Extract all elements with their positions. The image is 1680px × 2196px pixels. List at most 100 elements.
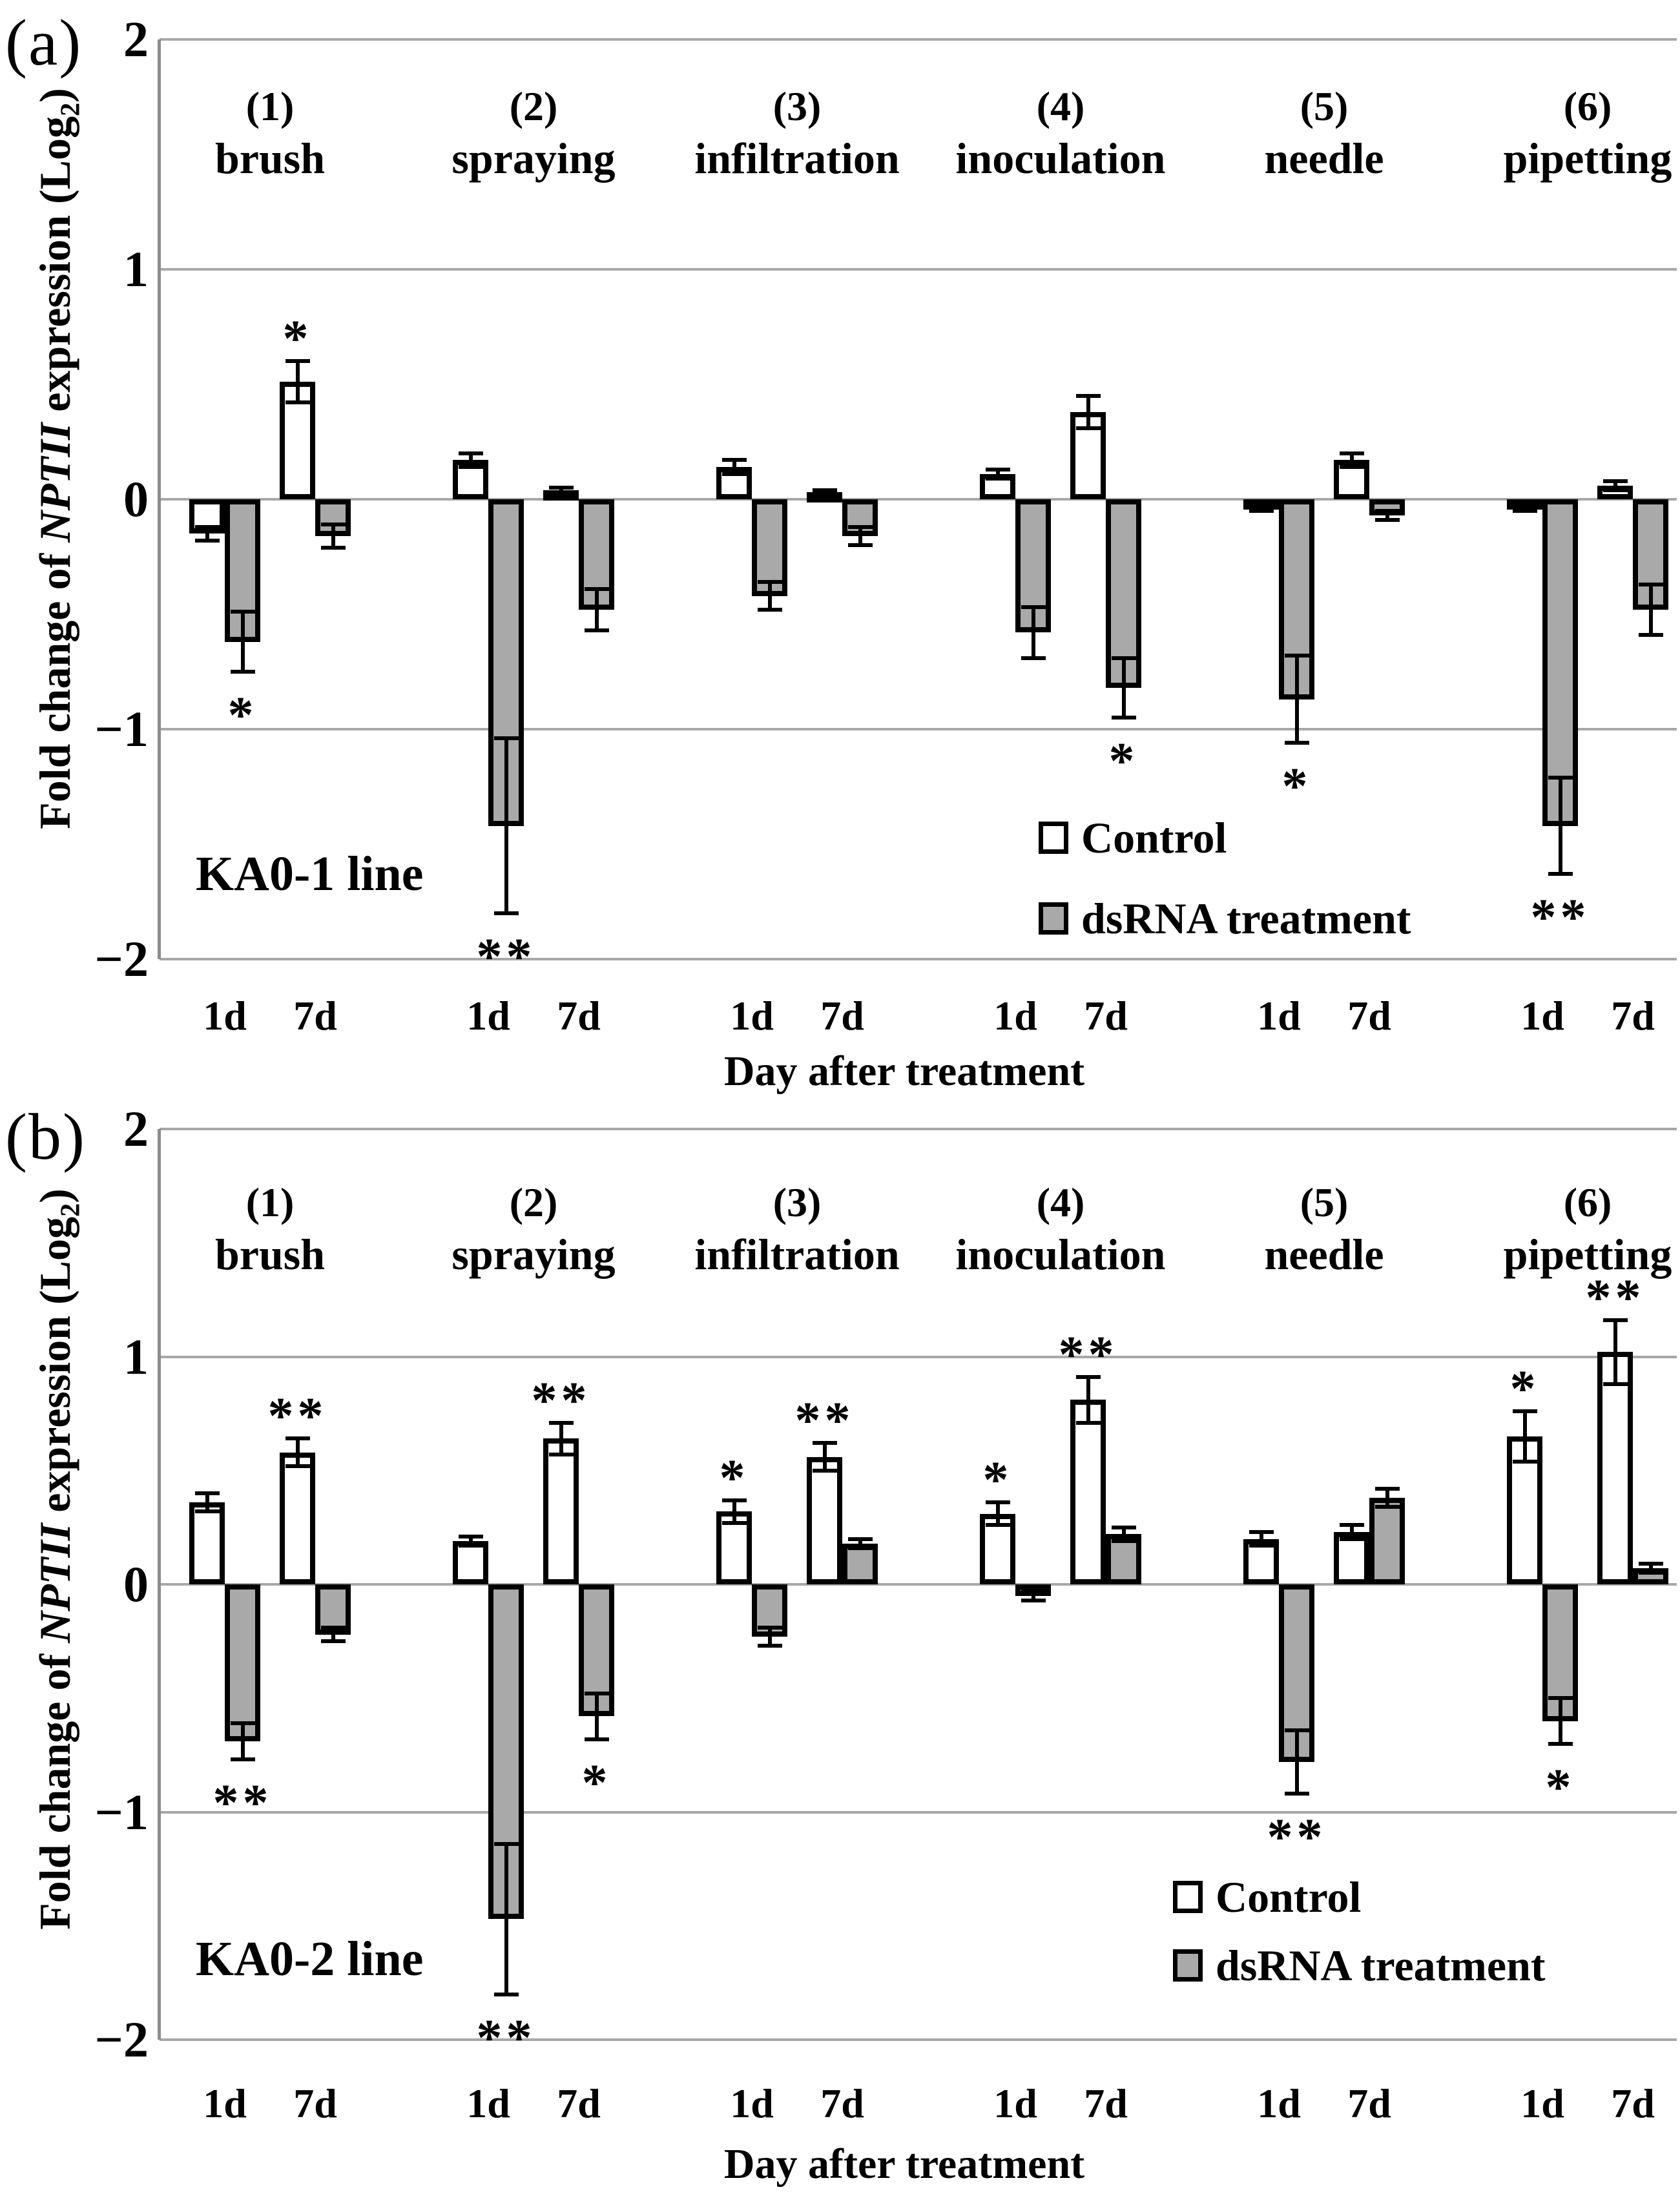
error-bar-cap-dsrna-brush-7d (320, 1639, 346, 1644)
error-bar-cap-control-infiltration-1d (721, 471, 747, 476)
error-bar-cap-dsrna-infiltration-7d (847, 524, 873, 529)
error-bar-cap-dsrna-infiltration-1d (757, 1644, 782, 1648)
x-tick-label: 7d (1611, 993, 1655, 1039)
error-bar-line-dsrna-infiltration-7d (858, 1538, 862, 1548)
error-bar-cap-dsrna-spraying-7d (584, 586, 609, 591)
group-number: (4) (1036, 1179, 1085, 1225)
y-axis-line (158, 1129, 161, 2040)
error-bar-cap-control-infiltration-7d (812, 492, 837, 497)
error-bar-cap-control-spraying-1d (458, 1534, 483, 1538)
gridline (160, 1355, 1677, 1358)
error-bar-cap-dsrna-pipetting-7d (1638, 633, 1663, 637)
x-tick-label: 7d (820, 993, 864, 1039)
error-bar-cap-dsrna-pipetting-1d (1548, 1741, 1573, 1746)
error-bar-cap-control-brush-7d (285, 1464, 310, 1468)
significance-mark-dsrna-needle-1d: ** (1267, 1809, 1327, 1867)
error-bar-cap-control-infiltration-7d (812, 1468, 837, 1473)
gridline (160, 2038, 1677, 2041)
x-tick-label: 1d (1520, 2080, 1564, 2126)
significance-mark-dsrna-brush-1d: ** (213, 1775, 273, 1832)
x-tick-label: 7d (1084, 2080, 1128, 2126)
error-bar-line-control-inoculation-7d (1086, 395, 1090, 428)
x-tick-label: 7d (1347, 993, 1391, 1039)
error-bar-cap-control-needle-1d (1249, 1529, 1274, 1534)
x-tick-label: 1d (1520, 993, 1564, 1039)
group-number: (3) (773, 83, 822, 129)
y-tick-label: 0 (123, 471, 149, 527)
error-bar-cap-dsrna-brush-1d (230, 610, 255, 614)
error-bar-line-control-brush-1d (205, 526, 209, 541)
error-bar-cap-control-spraying-7d (548, 490, 574, 495)
x-tick-label: 1d (1257, 993, 1301, 1039)
error-bar-cap-control-pipetting-1d (1512, 508, 1537, 513)
error-bar-cap-dsrna-spraying-1d (493, 1841, 519, 1846)
error-bar-line-dsrna-spraying-1d (504, 738, 508, 913)
x-tick-label: 1d (203, 993, 247, 1039)
group-name: pipetting (1503, 1230, 1672, 1279)
group-name: inoculation (955, 1230, 1166, 1279)
error-bar-cap-control-needle-1d (1249, 508, 1274, 513)
error-bar-line-control-brush-1d (205, 1493, 209, 1512)
error-bar-cap-control-inoculation-1d (985, 1523, 1010, 1528)
error-bar-cap-control-brush-1d (194, 1491, 220, 1495)
error-bar-line-dsrna-spraying-7d (594, 1694, 599, 1739)
error-bar-line-dsrna-inoculation-7d (1121, 658, 1126, 718)
error-bar-cap-dsrna-needle-7d (1374, 1505, 1400, 1509)
error-bar-cap-dsrna-inoculation-7d (1111, 1539, 1136, 1544)
error-bar-line-dsrna-pipetting-7d (1648, 1564, 1653, 1573)
error-bar-cap-dsrna-needle-1d (1284, 1728, 1309, 1732)
x-tick-label: 7d (820, 2080, 864, 2126)
gridline (160, 958, 1677, 960)
group-number: (1) (245, 1179, 295, 1225)
error-bar-cap-control-inoculation-7d (1075, 1375, 1101, 1380)
group-number: (2) (509, 83, 558, 129)
legend-control-label: Control (1081, 813, 1227, 862)
legend-row-control: Control (1173, 1870, 1546, 1923)
significance-mark-dsrna-pipetting-1d: * (1545, 1759, 1575, 1816)
error-bar-cap-dsrna-needle-7d (1374, 518, 1400, 523)
error-bar-line-control-pipetting-7d (1613, 1320, 1617, 1384)
error-bar-line-dsrna-infiltration-7d (858, 526, 862, 546)
y-tick-label: −2 (94, 2011, 149, 2067)
y-tick-label: −2 (94, 931, 149, 987)
error-bar-cap-dsrna-brush-7d (320, 523, 346, 527)
error-bar-cap-dsrna-infiltration-1d (757, 580, 782, 585)
error-bar-line-dsrna-brush-7d (331, 524, 335, 548)
error-bar-line-control-inoculation-1d (995, 469, 1000, 479)
log-subscript: 2 (55, 102, 86, 116)
y-tick-label: −1 (94, 1783, 149, 1840)
error-bar-cap-control-needle-1d (1249, 1544, 1274, 1548)
error-bar-cap-control-pipetting-7d (1602, 1382, 1628, 1386)
x-tick-label: 7d (1084, 993, 1128, 1039)
error-bar-cap-control-infiltration-1d (721, 458, 747, 462)
error-bar-cap-control-spraying-7d (548, 486, 574, 490)
control-swatch-icon (1039, 822, 1068, 854)
y-title-text: Fold change of (30, 542, 79, 829)
error-bar-line-dsrna-spraying-1d (504, 1843, 508, 1994)
error-bar-line-dsrna-brush-7d (331, 1627, 335, 1642)
error-bar-line-control-pipetting-1d (1522, 1411, 1527, 1462)
bar-control-pipetting-7d (1597, 1352, 1633, 1584)
log-subscript: 2 (55, 1203, 86, 1217)
error-bar-cap-dsrna-spraying-7d (584, 1692, 609, 1696)
error-bar-cap-dsrna-inoculation-7d (1111, 716, 1136, 720)
error-bar-cap-control-needle-7d (1339, 1537, 1364, 1541)
error-bar-cap-dsrna-infiltration-7d (847, 543, 873, 548)
bar-control-inoculation-7d (1070, 1400, 1106, 1584)
bar-control-spraying-1d (453, 1541, 488, 1584)
dsrna-swatch-icon (1173, 1949, 1203, 1982)
error-bar-line-control-brush-7d (295, 361, 300, 403)
error-bar-cap-control-needle-7d (1339, 465, 1364, 470)
error-bar-cap-control-spraying-7d (548, 1453, 574, 1457)
gridline (160, 728, 1677, 730)
error-bar-cap-control-infiltration-1d (721, 1498, 747, 1502)
error-bar-cap-dsrna-infiltration-7d (847, 1546, 873, 1550)
error-bar-cap-control-inoculation-7d (1075, 426, 1101, 430)
x-axis-title-b: Day after treatment (723, 2140, 1085, 2188)
legend-dsrna-label: dsRNA treatment (1081, 893, 1411, 943)
error-bar-cap-dsrna-pipetting-1d (1548, 1696, 1573, 1701)
error-bar-cap-control-pipetting-7d (1602, 488, 1628, 492)
error-bar-cap-dsrna-brush-1d (230, 670, 255, 674)
error-bar-line-control-pipetting-7d (1613, 481, 1617, 490)
x-tick-label: 7d (293, 2080, 337, 2126)
